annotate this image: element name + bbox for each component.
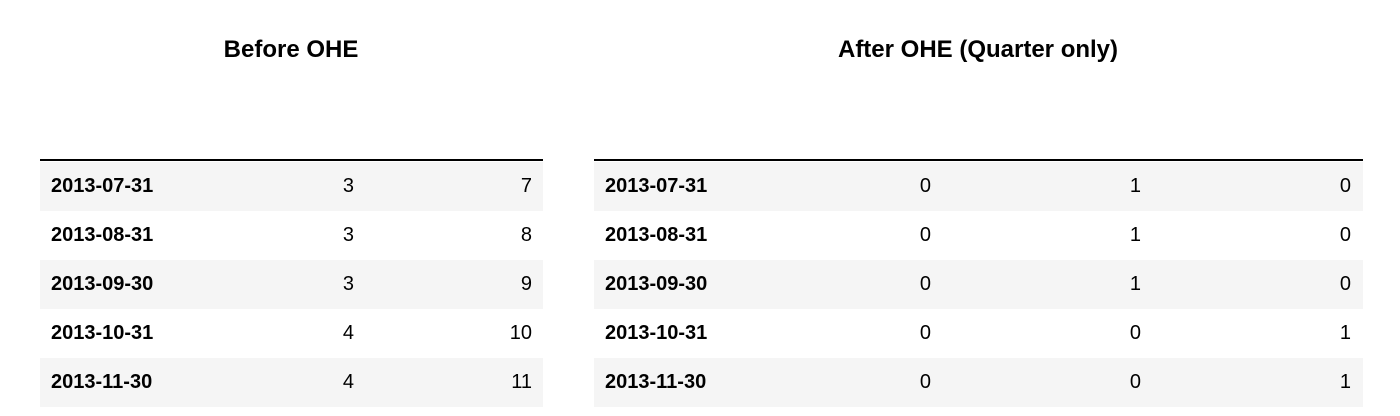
row-date: 2013-09-30: [51, 273, 154, 295]
cell-quarter-of-year-3: 1: [1129, 175, 1141, 197]
cell-quarter-of-year-3: 1: [1129, 273, 1141, 295]
row-date: 2013-10-31: [605, 322, 708, 344]
table-row: 2013-08-31 0 1 0: [594, 211, 1363, 260]
cell-quarter-of-year-4: 1: [1339, 322, 1351, 344]
cell-month-of-year: 9: [520, 273, 532, 295]
before-ohe-title: Before OHE: [223, 36, 359, 63]
table-row: 2013-11-30 4 11: [40, 358, 543, 407]
cell-quarter-of-year-2: 0: [919, 175, 931, 197]
cell-quarter-of-year-3: 1: [1129, 224, 1141, 246]
cell-quarter-of-year-4: 1: [1339, 371, 1351, 393]
cell-quarter-of-year-2: 0: [919, 224, 931, 246]
row-date: 2013-08-31: [51, 224, 154, 246]
cell-quarter-of-year: 3: [342, 224, 354, 246]
table-row: 2013-07-31 0 1 0: [594, 162, 1363, 211]
cell-month-of-year: 7: [520, 175, 532, 197]
cell-month-of-year: 11: [511, 371, 532, 393]
table-row: 2013-09-30 0 1 0: [594, 260, 1363, 309]
cell-quarter-of-year: 3: [342, 175, 354, 197]
cell-quarter-of-year-2: 0: [919, 322, 931, 344]
header-divider: [40, 159, 543, 161]
cell-quarter-of-year-2: 0: [919, 273, 931, 295]
cell-quarter-of-year: 3: [342, 273, 354, 295]
table-row: 2013-10-31 0 0 1: [594, 309, 1363, 358]
row-date: 2013-09-30: [605, 273, 708, 295]
table-row: 2013-08-31 3 8: [40, 211, 543, 260]
row-date: 2013-11-30: [51, 371, 153, 393]
row-date: 2013-08-31: [605, 224, 708, 246]
cell-month-of-year: 10: [509, 322, 532, 344]
header-divider: [594, 159, 1363, 161]
cell-quarter-of-year-4: 0: [1339, 273, 1351, 295]
table-row: 2013-09-30 3 9: [40, 260, 543, 309]
row-date: 2013-07-31: [51, 175, 154, 197]
row-date: 2013-10-31: [51, 322, 154, 344]
cell-quarter-of-year-3: 0: [1129, 371, 1141, 393]
cell-quarter-of-year-4: 0: [1339, 175, 1351, 197]
table-row: 2013-07-31 3 7: [40, 162, 543, 211]
table-row: 2013-11-30 0 0 1: [594, 358, 1363, 407]
row-date: 2013-11-30: [605, 371, 707, 393]
cell-quarter-of-year-4: 0: [1339, 224, 1351, 246]
cell-quarter-of-year: 4: [342, 322, 354, 344]
cell-month-of-year: 8: [520, 224, 532, 246]
cell-quarter-of-year: 4: [342, 371, 354, 393]
cell-quarter-of-year-3: 0: [1129, 322, 1141, 344]
after-ohe-title: After OHE (Quarter only): [837, 36, 1119, 63]
row-date: 2013-07-31: [605, 175, 708, 197]
cell-quarter-of-year-2: 0: [919, 371, 931, 393]
table-row: 2013-10-31 4 10: [40, 309, 543, 358]
